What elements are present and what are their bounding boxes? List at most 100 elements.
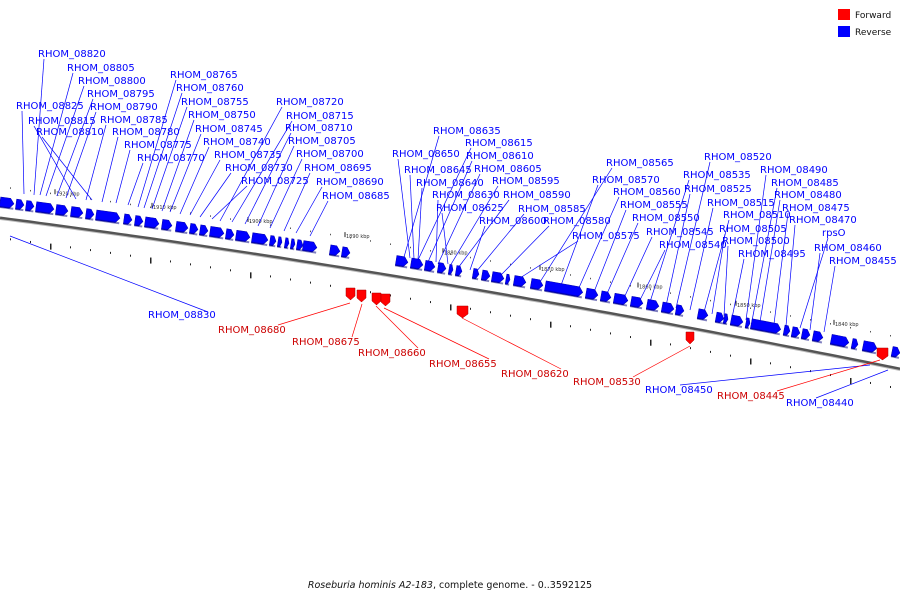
- gene-label-reverse[interactable]: RHOM_08790: [90, 102, 158, 113]
- gene-label-reverse[interactable]: RHOM_08630: [432, 190, 500, 201]
- gene-label-reverse[interactable]: RHOM_08460: [814, 243, 882, 254]
- gene-arrow-reverse[interactable]: [35, 201, 55, 214]
- gene-label-reverse[interactable]: RHOM_08585: [518, 204, 586, 215]
- gene-label-forward[interactable]: RHOM_08680: [218, 325, 286, 336]
- gene-label-reverse[interactable]: RHOM_08690: [316, 177, 384, 188]
- gene-label-reverse[interactable]: RHOM_08805: [67, 63, 135, 74]
- gene-label-reverse[interactable]: RHOM_08720: [276, 97, 344, 108]
- gene-arrow-reverse[interactable]: [289, 238, 296, 250]
- gene-arrow-reverse[interactable]: [599, 290, 612, 303]
- gene-arrow-reverse[interactable]: [861, 340, 878, 354]
- gene-label-reverse[interactable]: RHOM_08705: [288, 136, 356, 147]
- gene-label-reverse[interactable]: RHOM_08625: [436, 203, 504, 214]
- gene-arrow-reverse[interactable]: [295, 239, 304, 251]
- gene-label-reverse[interactable]: RHOM_08745: [195, 124, 263, 135]
- gene-arrow-reverse[interactable]: [134, 215, 144, 227]
- gene-label-forward[interactable]: RHOM_08660: [358, 348, 426, 359]
- gene-label-reverse[interactable]: RHOM_08515: [707, 198, 775, 209]
- gene-arrow-reverse[interactable]: [529, 278, 544, 290]
- gene-label-reverse[interactable]: RHOM_08525: [684, 184, 752, 195]
- gene-label-forward[interactable]: RHOM_08620: [501, 369, 569, 380]
- gene-label-reverse[interactable]: RHOM_08600: [479, 216, 547, 227]
- gene-label-reverse[interactable]: RHOM_08820: [38, 49, 106, 60]
- gene-label-reverse[interactable]: RHOM_08605: [474, 164, 542, 175]
- gene-label-reverse[interactable]: RHOM_08615: [465, 138, 533, 149]
- gene-arrow-reverse[interactable]: [123, 213, 133, 225]
- gene-label-reverse[interactable]: RHOM_08830: [148, 310, 216, 321]
- gene-label-forward[interactable]: RHOM_08530: [573, 377, 641, 388]
- gene-label-reverse[interactable]: RHOM_08795: [87, 89, 155, 100]
- gene-label-reverse[interactable]: RHOM_08555: [620, 200, 688, 211]
- gene-label-reverse[interactable]: RHOM_08560: [613, 187, 681, 198]
- gene-arrow-reverse[interactable]: [340, 246, 351, 258]
- gene-arrow-reverse[interactable]: [696, 308, 709, 321]
- gene-arrow-reverse[interactable]: [175, 221, 189, 233]
- gene-label-forward[interactable]: RHOM_08655: [429, 359, 497, 370]
- gene-arrow-reverse[interactable]: [612, 292, 629, 306]
- gene-arrow-reverse[interactable]: [423, 260, 436, 272]
- gene-arrow-forward[interactable]: [371, 292, 382, 306]
- gene-label-reverse[interactable]: RHOM_08710: [285, 123, 353, 134]
- gene-arrow-reverse[interactable]: [85, 208, 95, 220]
- gene-label-reverse[interactable]: RHOM_08510: [723, 210, 791, 221]
- gene-arrow-forward[interactable]: [345, 287, 356, 301]
- gene-arrow-reverse[interactable]: [394, 255, 409, 268]
- gene-label-reverse[interactable]: RHOM_08565: [606, 158, 674, 169]
- gene-arrow-reverse[interactable]: [25, 200, 35, 212]
- gene-label-reverse[interactable]: RHOM_08730: [225, 163, 293, 174]
- gene-label-reverse[interactable]: rpsO: [822, 228, 846, 239]
- gene-arrow-reverse[interactable]: [744, 317, 751, 329]
- gene-label-reverse[interactable]: RHOM_08775: [124, 140, 192, 151]
- gene-arrow-forward[interactable]: [685, 331, 695, 345]
- gene-arrow-reverse[interactable]: [811, 330, 824, 343]
- gene-label-reverse[interactable]: RHOM_08645: [404, 165, 472, 176]
- gene-label-forward[interactable]: RHOM_08445: [717, 391, 785, 402]
- gene-arrow-reverse[interactable]: [782, 324, 791, 336]
- gene-arrow-reverse[interactable]: [490, 271, 505, 284]
- gene-arrow-reverse[interactable]: [15, 198, 25, 210]
- gene-label-reverse[interactable]: RHOM_08455: [829, 256, 897, 267]
- gene-label-reverse[interactable]: RHOM_08635: [433, 126, 501, 137]
- gene-label-reverse[interactable]: RHOM_08825: [16, 101, 84, 112]
- gene-arrow-reverse[interactable]: [328, 244, 341, 256]
- gene-arrow-reverse[interactable]: [714, 311, 725, 324]
- gene-label-reverse[interactable]: RHOM_08715: [286, 111, 354, 122]
- gene-label-reverse[interactable]: RHOM_08780: [112, 127, 180, 138]
- gene-label-reverse[interactable]: RHOM_08535: [683, 170, 751, 181]
- gene-arrow-reverse[interactable]: [283, 237, 290, 249]
- gene-arrow-reverse[interactable]: [436, 262, 447, 274]
- gene-arrow-reverse[interactable]: [268, 235, 277, 247]
- gene-arrow-reverse[interactable]: [95, 209, 121, 223]
- gene-arrow-reverse[interactable]: [629, 296, 644, 308]
- gene-label-reverse[interactable]: RHOM_08495: [738, 249, 806, 260]
- gene-label-reverse[interactable]: RHOM_08520: [704, 152, 772, 163]
- gene-arrow-reverse[interactable]: [0, 196, 15, 209]
- gene-arrow-reverse[interactable]: [544, 280, 584, 297]
- gene-label-reverse[interactable]: RHOM_08650: [392, 149, 460, 160]
- gene-label-reverse[interactable]: RHOM_08485: [771, 178, 839, 189]
- gene-arrow-forward[interactable]: [876, 347, 889, 361]
- gene-arrow-reverse[interactable]: [189, 223, 199, 235]
- gene-arrow-reverse[interactable]: [674, 304, 685, 316]
- gene-arrow-reverse[interactable]: [161, 219, 173, 231]
- gene-label-reverse[interactable]: RHOM_08580: [543, 216, 611, 227]
- gene-arrow-reverse[interactable]: [235, 229, 251, 242]
- gene-arrow-reverse[interactable]: [276, 236, 283, 248]
- gene-arrow-reverse[interactable]: [471, 268, 480, 280]
- gene-label-reverse[interactable]: RHOM_08725: [241, 176, 309, 187]
- gene-label-reverse[interactable]: RHOM_08765: [170, 70, 238, 81]
- gene-label-reverse[interactable]: RHOM_08750: [188, 110, 256, 121]
- gene-arrow-reverse[interactable]: [480, 269, 491, 281]
- gene-label-reverse[interactable]: RHOM_08570: [592, 175, 660, 186]
- gene-arrow-reverse[interactable]: [409, 257, 424, 270]
- gene-arrow-reverse[interactable]: [645, 298, 660, 311]
- gene-label-reverse[interactable]: RHOM_08685: [322, 191, 390, 202]
- gene-arrow-reverse[interactable]: [209, 226, 225, 239]
- gene-label-reverse[interactable]: RHOM_08440: [786, 398, 854, 409]
- gene-label-reverse[interactable]: RHOM_08640: [416, 178, 484, 189]
- gene-arrow-reverse[interactable]: [225, 228, 235, 240]
- gene-label-reverse[interactable]: RHOM_08545: [646, 227, 714, 238]
- gene-label-reverse[interactable]: RHOM_08595: [492, 176, 560, 187]
- gene-label-reverse[interactable]: RHOM_08540: [659, 240, 727, 251]
- gene-label-reverse[interactable]: RHOM_08815: [28, 116, 96, 127]
